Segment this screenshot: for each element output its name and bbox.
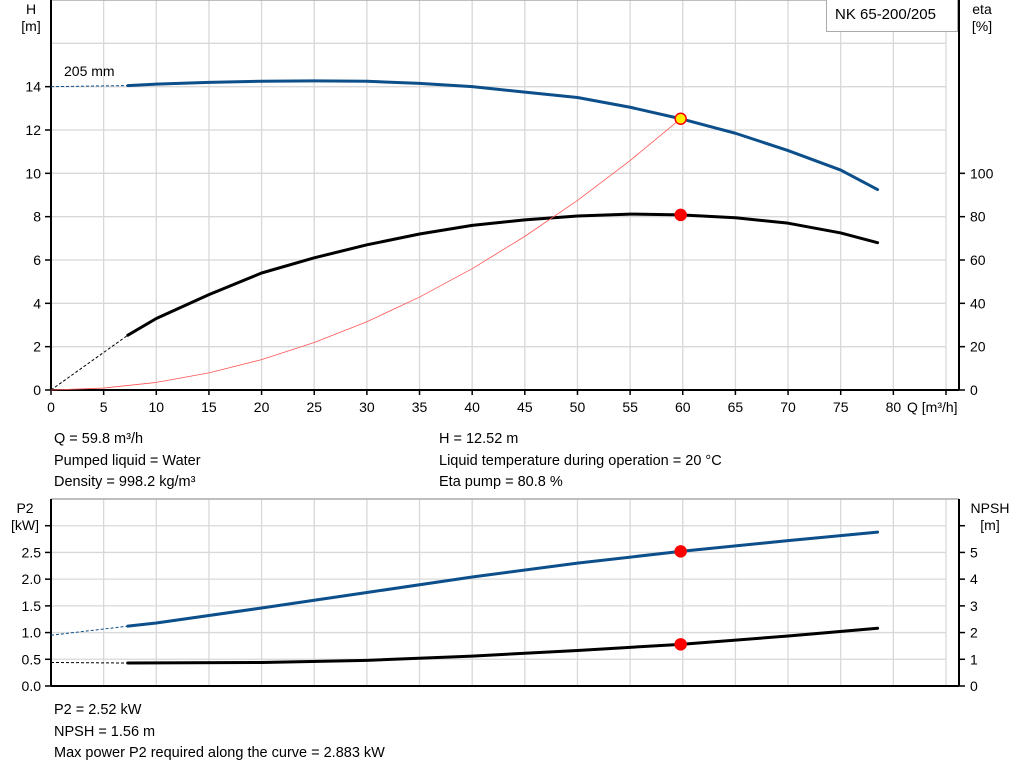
curve-extension-dashed [50, 661, 128, 664]
pumped-liquid: Pumped liquid = Water [54, 452, 201, 469]
x-tick-label: 75 [833, 399, 849, 415]
y-left-tick-label: 2.5 [22, 544, 42, 560]
y-right-tick-label: 5 [970, 544, 978, 560]
y-right-tick-label: 80 [970, 209, 986, 225]
y-right-label: eta [972, 1, 992, 17]
duty-point-marker [674, 208, 687, 222]
y-left-tick-label: 6 [33, 252, 41, 268]
y-left-tick-label: 2 [33, 339, 41, 355]
x-tick-label: 45 [517, 399, 533, 415]
x-tick-label: 30 [359, 399, 375, 415]
y-left-tick-label: 0.0 [22, 678, 42, 694]
curve-extension-dashed [50, 334, 129, 391]
x-tick-label: 80 [886, 399, 902, 415]
y-left-unit: [kW] [11, 517, 39, 533]
y-left-tick-label: 12 [25, 122, 41, 138]
curve-line [126, 212, 880, 337]
y-right-label: NPSH [971, 500, 1010, 516]
power-info: P2 = 2.52 kW NPSH = 1.56 m Max power P2 … [54, 700, 385, 765]
y-right-unit: [m] [980, 517, 999, 533]
x-tick-label: 60 [675, 399, 691, 415]
x-tick-label: 55 [622, 399, 638, 415]
impeller-diameter-label: 205 mm [64, 63, 115, 79]
y-right-tick-label: 0 [970, 678, 978, 694]
x-tick-label: 40 [464, 399, 480, 415]
eta-pump: Eta pump = 80.8 % [439, 474, 563, 490]
y-left-tick-label: 4 [33, 295, 41, 311]
y-right-tick-label: 1 [970, 651, 978, 667]
x-axis-label: Q [m³/h] [907, 399, 958, 415]
x-tick-label: 10 [149, 399, 165, 415]
x-tick-label: 50 [570, 399, 586, 415]
x-tick-label: 25 [306, 399, 322, 415]
x-tick-label: 0 [47, 399, 55, 415]
x-tick-label: 20 [254, 399, 270, 415]
liquid-temperature: Liquid temperature during operation = 20… [439, 452, 722, 469]
y-left-tick-label: 1.0 [22, 625, 42, 641]
y-right-tick-label: 100 [970, 165, 994, 181]
y-left-tick-label: 8 [33, 209, 41, 225]
duty-point-info-right: H = 12.52 m Liquid temperature during op… [439, 429, 722, 494]
y-left-label: P2 [16, 500, 33, 516]
max-power: Max power P2 required along the curve = … [54, 745, 385, 761]
y-left-tick-label: 1.5 [22, 598, 42, 614]
y-right-tick-label: 20 [970, 339, 986, 355]
y-left-unit: [m] [21, 18, 40, 34]
pump-model-legend: NK 65-200/205 [826, 0, 958, 32]
flow-value: Q = 59.8 m³/h [54, 431, 144, 447]
duty-point-marker [674, 112, 687, 125]
y-left-tick-label: 10 [25, 165, 41, 181]
y-right-tick-label: 4 [970, 571, 978, 587]
duty-point-marker [674, 545, 687, 558]
duty-point-marker [674, 638, 687, 651]
density: Density = 998.2 kg/m³ [54, 474, 196, 490]
pump-model-label: NK 65-200/205 [835, 6, 936, 23]
curve-extension-dashed [50, 625, 128, 636]
x-tick-label: 70 [780, 399, 796, 415]
curve-extension-dashed [50, 85, 128, 88]
x-tick-label: 5 [100, 399, 108, 415]
y-left-tick-label: 0.5 [22, 651, 42, 667]
y-left-tick-label: 14 [25, 79, 41, 95]
x-tick-label: 15 [201, 399, 217, 415]
p2-value: P2 = 2.52 kW [54, 702, 142, 718]
y-left-tick-label: 2.0 [22, 571, 42, 587]
head-value: H = 12.52 m [439, 431, 519, 447]
curve-line [126, 79, 880, 192]
npsh-value: NPSH = 1.56 m [54, 723, 156, 740]
y-right-tick-label: 3 [970, 598, 978, 614]
y-right-tick-label: 2 [970, 625, 978, 641]
x-tick-label: 35 [412, 399, 428, 415]
y-right-tick-label: 60 [970, 252, 986, 268]
curve-line [126, 530, 880, 628]
y-right-tick-label: 40 [970, 295, 986, 311]
curve-line [50, 118, 682, 391]
duty-point-info-left: Q = 59.8 m³/h Pumped liquid = Water Dens… [54, 429, 201, 494]
curve-line [126, 626, 880, 665]
y-right-tick-label: 0 [970, 382, 978, 398]
y-left-tick-label: 0 [33, 382, 41, 398]
y-right-unit: [%] [972, 18, 992, 34]
x-tick-label: 65 [728, 399, 744, 415]
y-left-label: H [26, 1, 36, 17]
